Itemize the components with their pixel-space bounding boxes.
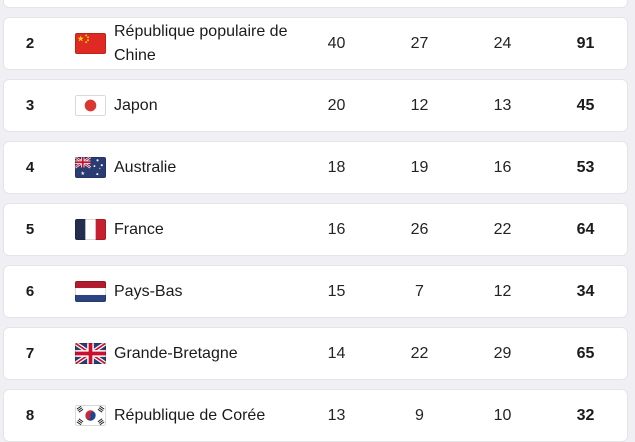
australia-flag-icon [75, 157, 106, 178]
total-medal-count: 34 [576, 282, 595, 300]
country-name: République de Corée [114, 406, 266, 424]
total-medal-count: 91 [576, 34, 595, 52]
netherlands-flag-icon [75, 281, 106, 302]
country-name: Pays-Bas [114, 282, 183, 300]
total-medal-count: 65 [576, 344, 595, 362]
rank-label: 4 [25, 159, 35, 176]
country-name: République populaire de Chine [114, 22, 288, 64]
total-medal-count: 32 [576, 406, 595, 424]
medal-table-row-partial[interactable] [3, 0, 628, 8]
great-britain-flag-icon [75, 343, 106, 364]
south-korea-flag-icon [75, 405, 106, 426]
bronze-medal-count: 12 [493, 282, 512, 300]
silver-medal-count: 9 [415, 406, 424, 424]
silver-medal-count: 22 [410, 344, 429, 362]
bronze-medal-count: 29 [493, 344, 512, 362]
bronze-medal-count: 16 [493, 158, 512, 176]
silver-medal-count: 26 [410, 220, 429, 238]
gold-medal-count: 15 [327, 282, 346, 300]
bronze-medal-count: 22 [493, 220, 512, 238]
country-name: Japon [114, 96, 158, 114]
rank-label: 6 [25, 283, 35, 300]
gold-medal-count: 18 [327, 158, 346, 176]
rank-label: 3 [25, 97, 35, 114]
medal-table-row[interactable]: 6 Pays-Bas 15 7 12 34 [3, 265, 628, 318]
medal-table-row[interactable]: 8 République de Corée 13 9 10 32 [3, 389, 628, 442]
silver-medal-count: 7 [415, 282, 424, 300]
france-flag-icon [75, 219, 106, 240]
gold-medal-count: 13 [327, 406, 346, 424]
medal-table-row[interactable]: 7 Grande-Bretagne 14 22 29 65 [3, 327, 628, 380]
medal-table-row[interactable]: 2 République populaire de Chine 40 27 24… [3, 17, 628, 70]
gold-medal-count: 40 [327, 34, 346, 52]
gold-medal-count: 20 [327, 96, 346, 114]
gold-medal-count: 14 [327, 344, 346, 362]
medal-table: 2 République populaire de Chine 40 27 24… [3, 0, 628, 442]
silver-medal-count: 19 [410, 158, 429, 176]
gold-medal-count: 16 [327, 220, 346, 238]
total-medal-count: 64 [576, 220, 595, 238]
silver-medal-count: 12 [410, 96, 429, 114]
country-name: Australie [114, 158, 177, 176]
rank-label: 7 [25, 345, 35, 362]
bronze-medal-count: 13 [493, 96, 512, 114]
medal-table-row[interactable]: 3 Japon 20 12 13 45 [3, 79, 628, 132]
japan-flag-icon [75, 95, 106, 116]
rank-label: 2 [25, 35, 35, 52]
silver-medal-count: 27 [410, 34, 429, 52]
rank-label: 5 [25, 221, 35, 238]
total-medal-count: 53 [576, 158, 595, 176]
bronze-medal-count: 10 [493, 406, 512, 424]
rank-label: 8 [25, 407, 35, 424]
bronze-medal-count: 24 [493, 34, 512, 52]
total-medal-count: 45 [576, 96, 595, 114]
china-flag-icon [75, 33, 106, 54]
country-name: France [114, 220, 164, 238]
medal-table-row[interactable]: 4 Australie 18 19 16 53 [3, 141, 628, 194]
country-name: Grande-Bretagne [114, 344, 238, 362]
medal-table-row[interactable]: 5 France 16 26 22 64 [3, 203, 628, 256]
